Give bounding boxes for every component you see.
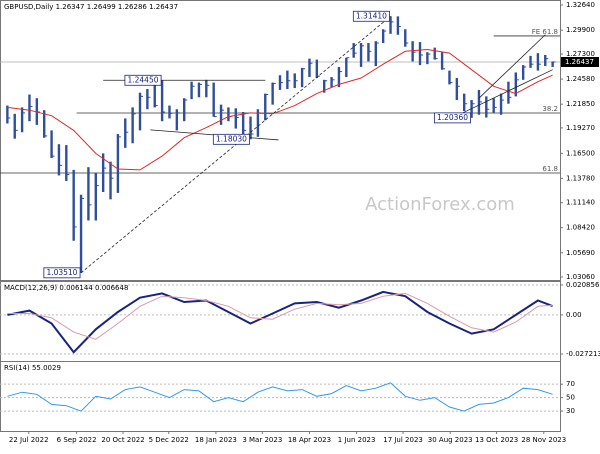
trend-line — [456, 69, 553, 117]
y-tick-label: 1.27300 — [566, 50, 595, 58]
x-tick-label: 28 Nov 2023 — [521, 436, 566, 444]
fib-label: 61.8 — [542, 165, 558, 173]
annotation-label: 1.18030 — [216, 134, 247, 143]
indicator-line — [7, 292, 553, 340]
y-tick-label: 0.00 — [566, 311, 582, 319]
annotation-label: 1.20360 — [437, 113, 468, 122]
annotation-label: 1.31410 — [356, 11, 387, 20]
x-tick-label: 17 Jul 2023 — [383, 436, 423, 444]
panel-title: GBPUSD,Daily 1.26347 1.26499 1.26286 1.2… — [4, 3, 178, 11]
panel-frame — [0, 361, 561, 432]
annotation-box — [352, 10, 390, 22]
y-tick-label: 1.08420 — [566, 224, 595, 232]
y-tick-label: 1.29900 — [566, 26, 595, 34]
y-tick-label: 1.03060 — [566, 273, 595, 281]
watermark: ActionForex.com — [365, 194, 515, 215]
panel-frame — [0, 0, 561, 281]
x-tick-label: 5 Dec 2022 — [149, 436, 189, 444]
y-tick-label: 70 — [566, 380, 575, 388]
y-tick-label: 1.32640 — [566, 1, 595, 9]
x-tick-label: 30 Aug 2023 — [428, 436, 473, 444]
y-tick-label: 1.19270 — [566, 124, 595, 132]
x-tick-label: 3 Mar 2023 — [242, 436, 282, 444]
y-tick-label: 1.16500 — [566, 149, 595, 157]
y-tick-label: 1.13780 — [566, 174, 595, 182]
indicator-line — [7, 290, 553, 354]
annotation-box — [433, 112, 471, 124]
annotation-box — [124, 74, 162, 86]
panel-frame — [0, 281, 561, 362]
x-tick-label: 13 Oct 2023 — [475, 436, 518, 444]
y-tick-label: 50 — [566, 394, 575, 402]
trend-line — [478, 34, 546, 99]
y-tick-label: 1.21850 — [566, 100, 595, 108]
x-tick-label: 22 Jul 2022 — [9, 436, 49, 444]
y-tick-label: 1.05690 — [566, 249, 595, 257]
y-tick-label: 30 — [566, 407, 575, 415]
moving-average — [7, 48, 553, 171]
y-tick-label: 0.020856 — [566, 281, 600, 289]
annotation-box — [212, 133, 250, 145]
fib-label: 38.2 — [542, 105, 558, 113]
x-tick-label: 20 Oct 2022 — [101, 436, 144, 444]
last-price-box — [561, 57, 599, 68]
last-price-label: 1.26437 — [565, 58, 594, 66]
y-tick-label: 1.11140 — [566, 199, 595, 207]
x-tick-label: 18 Apr 2023 — [288, 436, 331, 444]
indicator-line — [7, 382, 553, 412]
annotation-box — [43, 267, 81, 279]
x-tick-label: 1 Jun 2023 — [338, 436, 376, 444]
y-tick-label: 1.24580 — [566, 75, 595, 83]
annotation-label: 1.03510 — [46, 268, 77, 277]
fib-label: FE 61.8 — [532, 28, 558, 36]
panel-title: MACD(12,26,9) 0.006144 0.006648 — [4, 284, 128, 292]
y-tick-label: -0.027213 — [566, 350, 600, 358]
x-tick-label: 18 Jan 2023 — [195, 436, 237, 444]
annotation-label: 1.24450 — [127, 75, 158, 84]
x-tick-label: 6 Sep 2022 — [57, 436, 97, 444]
panel-title: RSI(14) 55.0029 — [4, 364, 61, 372]
